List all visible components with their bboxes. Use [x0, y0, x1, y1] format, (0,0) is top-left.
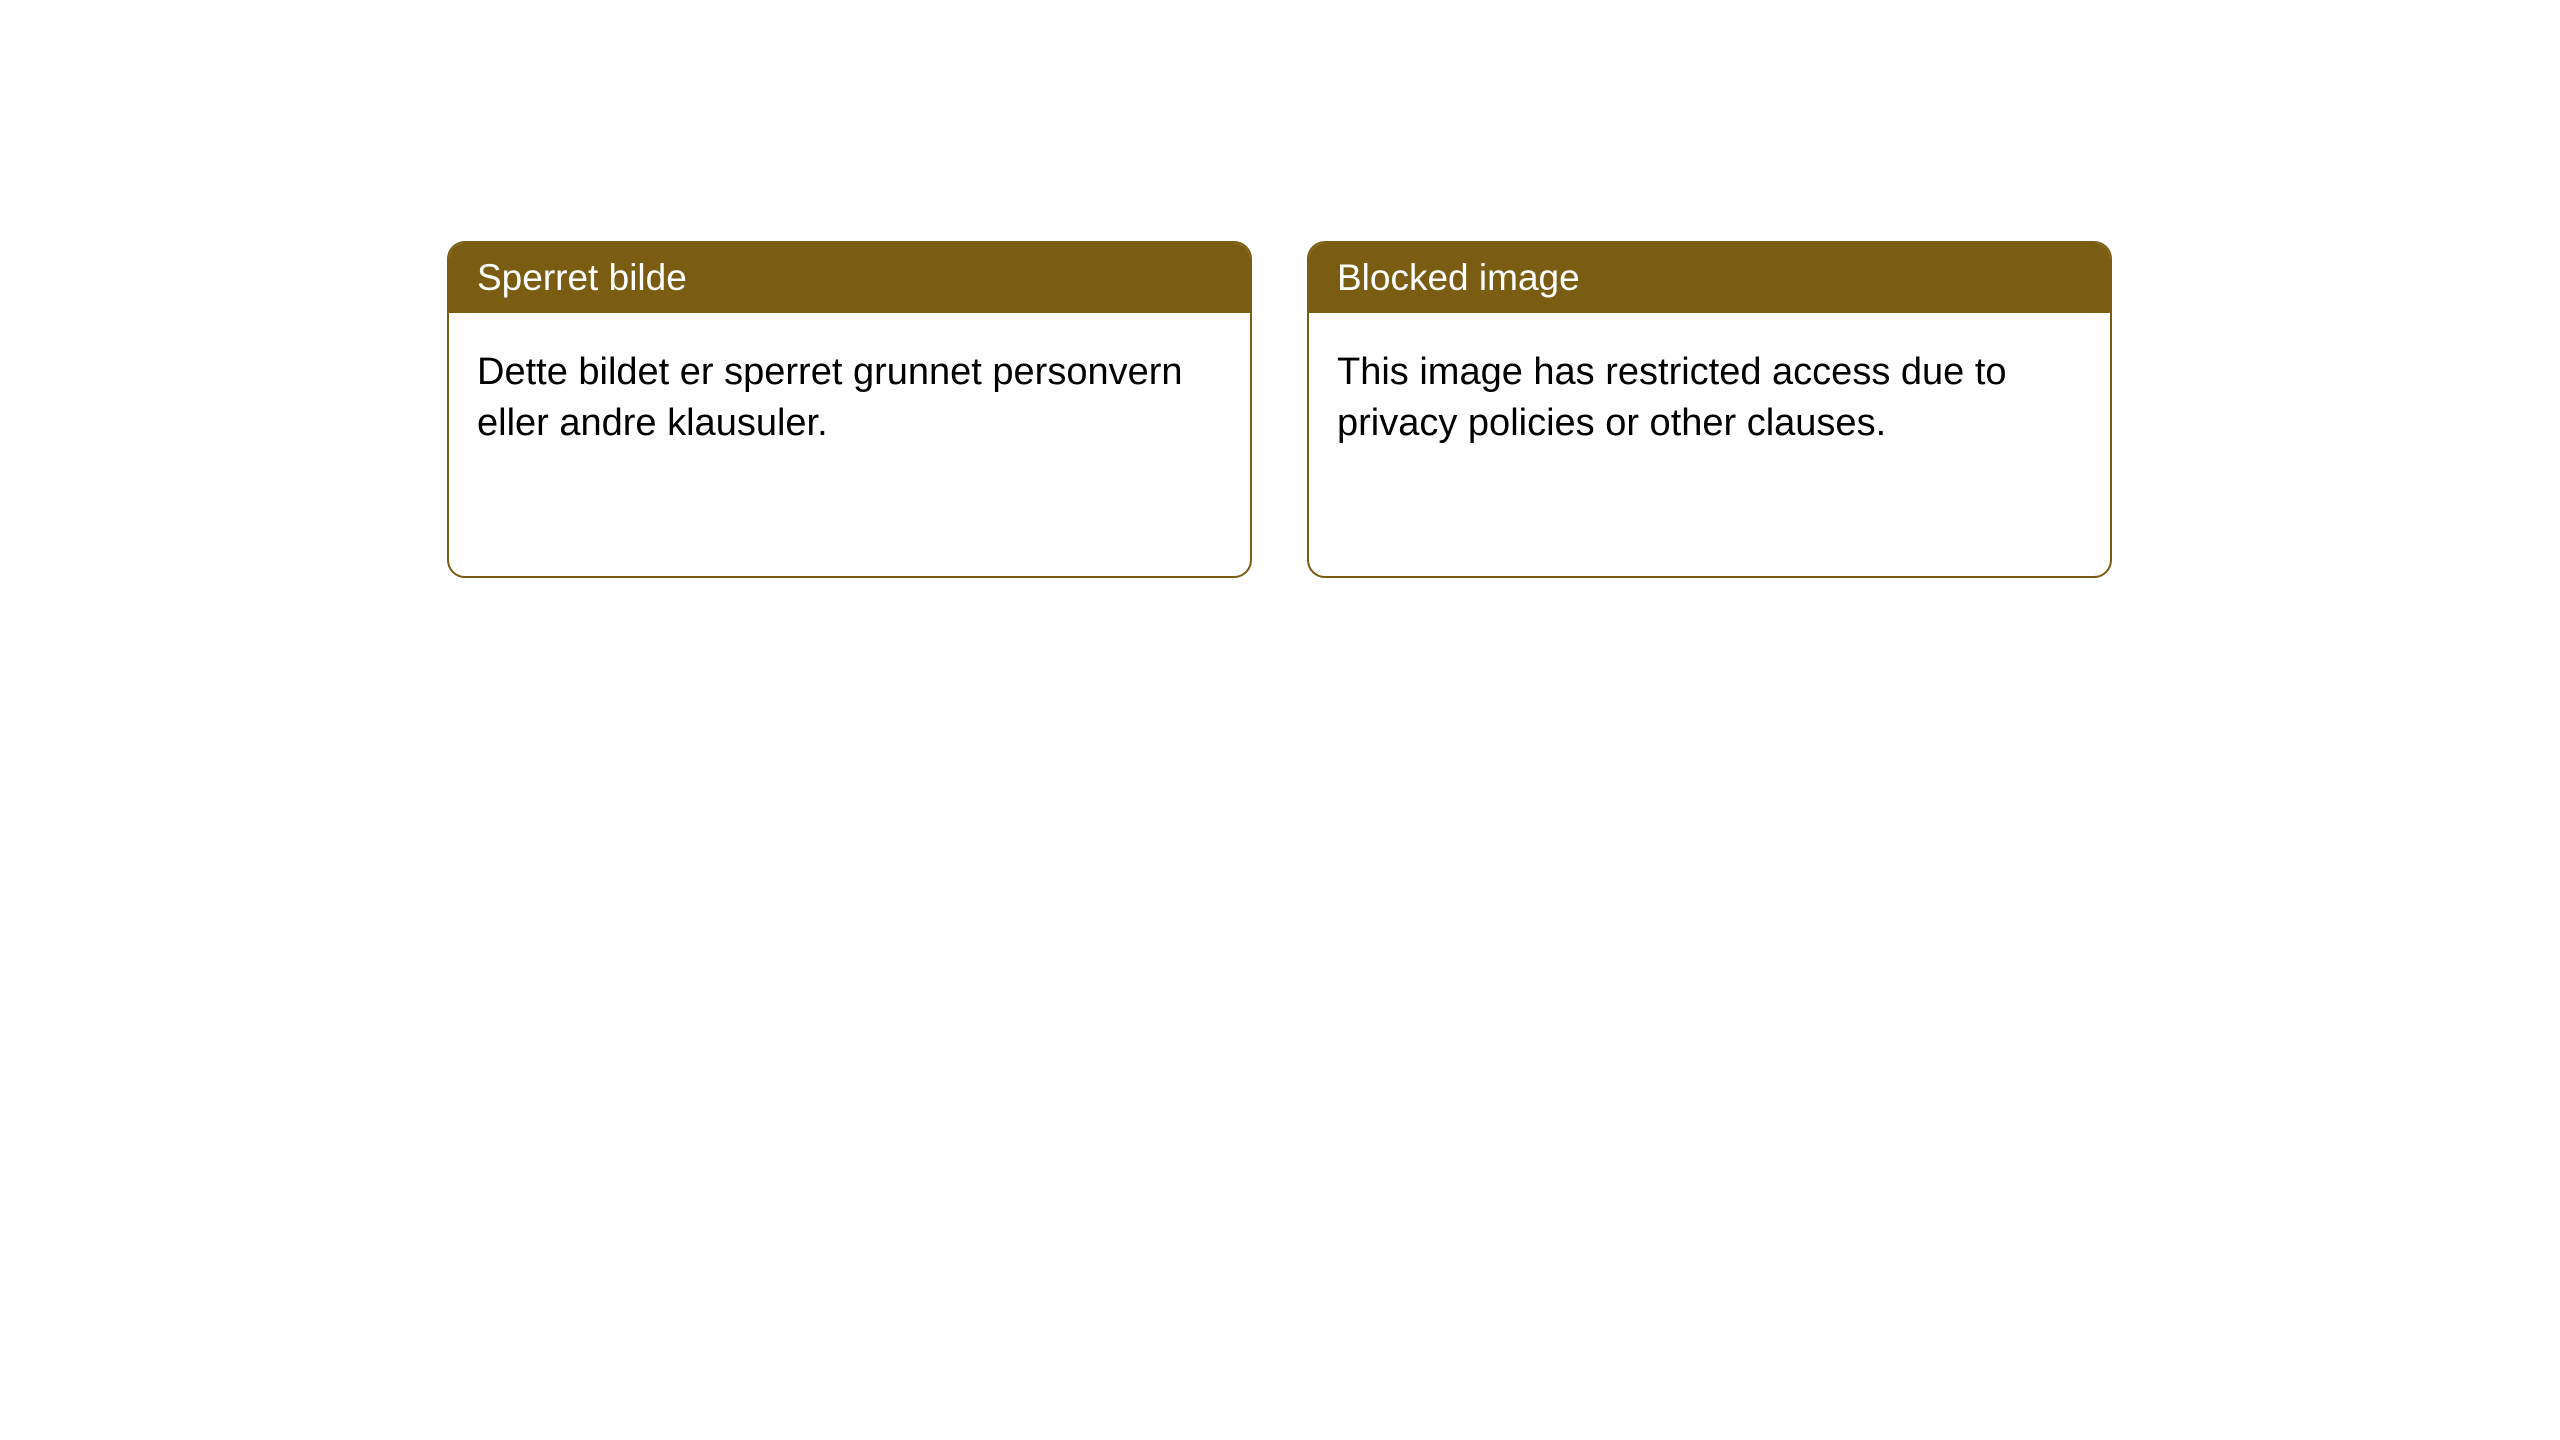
card-header-norwegian: Sperret bilde	[449, 243, 1250, 313]
notice-card-english: Blocked image This image has restricted …	[1307, 241, 2112, 578]
card-body-norwegian: Dette bildet er sperret grunnet personve…	[449, 313, 1250, 484]
card-body-english: This image has restricted access due to …	[1309, 313, 2110, 484]
notice-container: Sperret bilde Dette bildet er sperret gr…	[447, 241, 2112, 578]
card-title-norwegian: Sperret bilde	[477, 257, 687, 298]
card-title-english: Blocked image	[1337, 257, 1580, 298]
card-text-norwegian: Dette bildet er sperret grunnet personve…	[477, 351, 1183, 444]
card-header-english: Blocked image	[1309, 243, 2110, 313]
notice-card-norwegian: Sperret bilde Dette bildet er sperret gr…	[447, 241, 1252, 578]
card-text-english: This image has restricted access due to …	[1337, 351, 2007, 444]
